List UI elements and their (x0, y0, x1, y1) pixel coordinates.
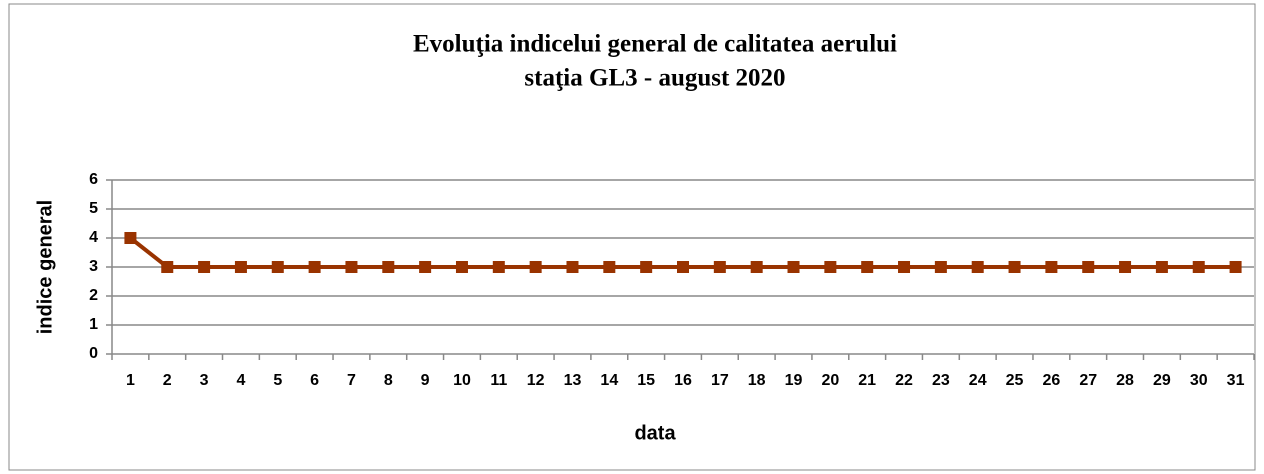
x-tick-label: 23 (932, 372, 950, 389)
point-marker (603, 261, 616, 273)
x-tick-label: 18 (748, 372, 766, 389)
point-marker (529, 261, 542, 273)
point-marker (308, 261, 321, 273)
x-tick-label: 22 (895, 372, 913, 389)
chart-subtitle: staţia GL3 - august 2020 (524, 65, 785, 92)
y-tick-label: 4 (89, 229, 98, 246)
x-tick-label: 31 (1227, 372, 1245, 389)
x-tick-label: 7 (347, 372, 356, 389)
x-tick-label: 17 (711, 372, 729, 389)
y-tick-label: 5 (89, 200, 98, 217)
point-marker (271, 261, 284, 273)
x-tick-label: 19 (785, 372, 803, 389)
point-marker (971, 261, 984, 273)
x-tick-label: 30 (1190, 372, 1208, 389)
x-tick-label: 27 (1079, 372, 1097, 389)
x-tick-label: 21 (858, 372, 876, 389)
point-marker (640, 261, 653, 273)
chart-border (8, 3, 1256, 471)
point-marker (861, 261, 874, 273)
point-marker (934, 261, 947, 273)
point-marker (124, 232, 137, 244)
x-tick-label: 29 (1153, 372, 1171, 389)
point-marker (1229, 261, 1242, 273)
point-marker (455, 261, 468, 273)
point-marker (1008, 261, 1021, 273)
point-marker (677, 261, 689, 273)
x-tick-label: 8 (384, 372, 393, 389)
point-marker (898, 261, 911, 273)
x-tick-label: 14 (600, 372, 618, 389)
point-marker (750, 261, 763, 273)
x-tick-label: 9 (421, 372, 430, 389)
x-axis-label: data (634, 422, 676, 444)
y-tick-label: 2 (89, 287, 98, 304)
point-marker (1119, 261, 1132, 273)
x-tick-label: 28 (1116, 372, 1134, 389)
x-tick-label: 10 (453, 372, 471, 389)
point-marker (1082, 261, 1095, 273)
y-tick-label: 0 (89, 345, 98, 362)
point-marker (234, 261, 247, 273)
x-tick-label: 26 (1042, 372, 1060, 389)
y-tick-label: 3 (89, 258, 98, 275)
x-tick-label: 5 (273, 372, 282, 389)
x-tick-label: 15 (637, 372, 655, 389)
point-marker (1192, 261, 1205, 273)
chart-title: Evoluţia indicelui general de calitatea … (413, 31, 897, 58)
x-tick-label: 4 (236, 372, 245, 389)
y-axis-label: indice general (34, 200, 56, 335)
x-tick-label: 3 (200, 372, 209, 389)
point-marker (198, 261, 211, 273)
x-tick-label: 20 (821, 372, 839, 389)
point-marker (419, 261, 432, 273)
y-tick-label: 6 (89, 171, 98, 188)
point-marker (787, 261, 800, 273)
x-tick-label: 12 (527, 372, 545, 389)
x-tick-label: 11 (490, 372, 507, 389)
point-marker (1155, 261, 1168, 273)
x-tick-label: 2 (163, 372, 172, 389)
point-marker (1045, 261, 1058, 273)
x-tick-label: 25 (1006, 372, 1024, 389)
x-tick-label: 1 (126, 372, 135, 389)
point-marker (161, 261, 174, 273)
x-tick-label: 13 (564, 372, 582, 389)
point-marker (345, 261, 358, 273)
point-marker (713, 261, 726, 273)
x-tick-label: 6 (310, 372, 319, 389)
point-marker (492, 261, 505, 273)
x-tick-label: 16 (674, 372, 692, 389)
point-marker (566, 261, 579, 273)
y-tick-label: 1 (89, 316, 98, 333)
point-marker (824, 261, 837, 273)
x-tick-label: 24 (969, 372, 987, 389)
point-marker (382, 261, 395, 273)
